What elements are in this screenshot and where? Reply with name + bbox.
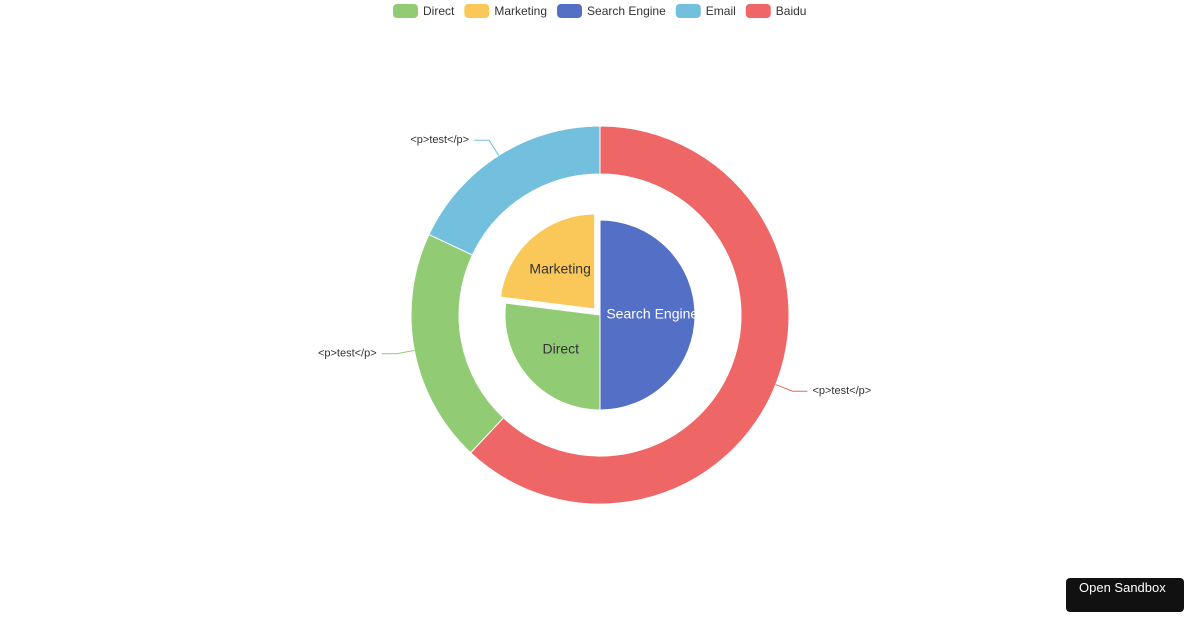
pie-slice[interactable] bbox=[428, 125, 601, 256]
label-line bbox=[775, 384, 808, 392]
legend-swatch[interactable] bbox=[393, 4, 418, 18]
pie-slice[interactable] bbox=[504, 302, 601, 411]
legend-swatch[interactable] bbox=[675, 4, 701, 18]
open-sandbox-button[interactable]: Open Sandbox bbox=[1066, 578, 1184, 612]
legend-swatch[interactable] bbox=[464, 4, 490, 18]
legend-label[interactable]: Search Engine bbox=[587, 4, 666, 18]
pie-slice[interactable] bbox=[599, 219, 696, 411]
slice-label: Direct bbox=[543, 340, 580, 356]
slice-label: Search Engine bbox=[606, 306, 698, 322]
slice-label: <p>test</p> bbox=[812, 385, 871, 397]
pie-slice[interactable] bbox=[410, 233, 505, 454]
legend-label[interactable]: Email bbox=[706, 4, 736, 18]
legend-label[interactable]: Marketing bbox=[494, 4, 547, 18]
slice-label: <p>test</p> bbox=[318, 348, 377, 360]
label-line bbox=[381, 349, 415, 355]
slice-label: Marketing bbox=[529, 261, 590, 277]
slice-label: <p>test</p> bbox=[410, 134, 469, 146]
pie-slice[interactable] bbox=[499, 213, 596, 310]
legend-swatch[interactable] bbox=[557, 4, 583, 18]
legend-label[interactable]: Baidu bbox=[776, 4, 807, 18]
pie-slice[interactable] bbox=[469, 125, 790, 505]
label-line bbox=[474, 139, 500, 156]
legend-label[interactable]: Direct bbox=[423, 4, 455, 18]
legend-swatch[interactable] bbox=[745, 4, 771, 18]
